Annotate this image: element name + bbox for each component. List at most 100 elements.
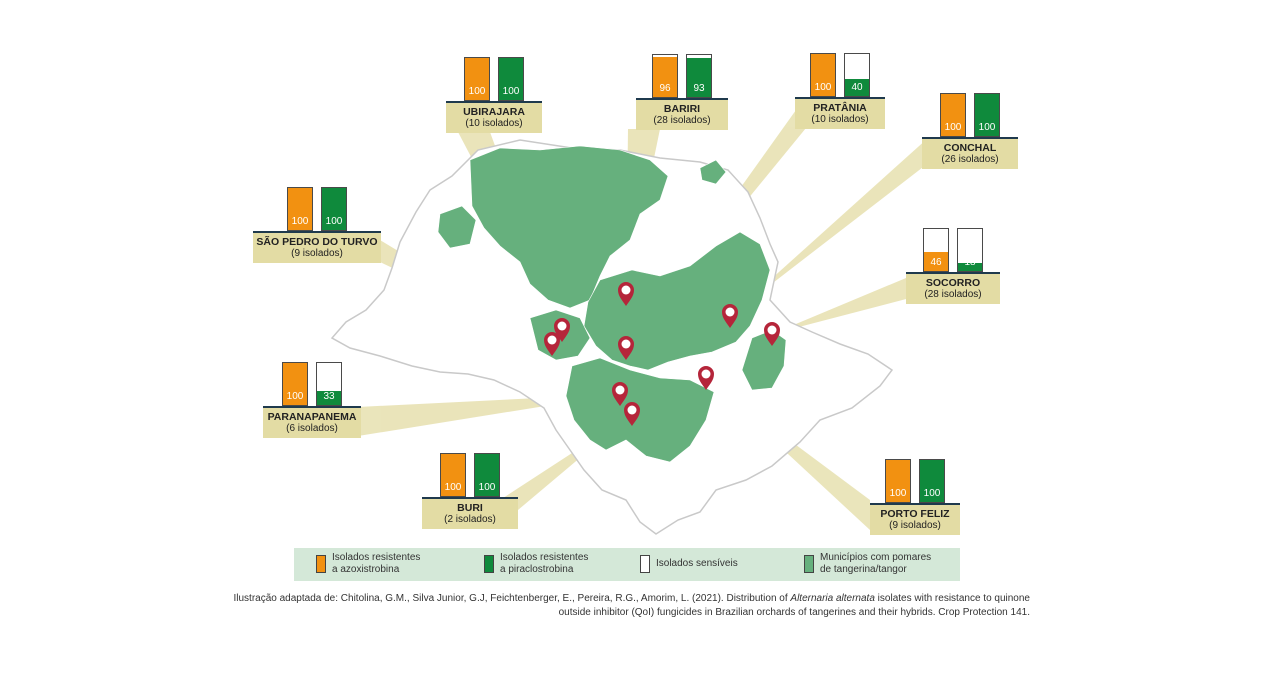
site-label-box: BARIRI (28 isolados) bbox=[636, 100, 728, 130]
bar-azoxistrobina: 100 bbox=[282, 362, 308, 406]
credit-line-1: Ilustração adaptada de: Chitolina, G.M.,… bbox=[233, 593, 791, 604]
site-label-box: BURI (2 isolados) bbox=[422, 499, 518, 529]
bar-fill-piraclostrobina bbox=[475, 454, 499, 496]
site-label-box: PORTO FELIZ (9 isolados) bbox=[870, 505, 960, 535]
bar-value-azoxistrobina: 100 bbox=[889, 488, 907, 499]
callout-porto-feliz: 100 100 PORTO FELIZ (9 isolados) bbox=[870, 458, 960, 538]
bar-piraclostrobina: 33 bbox=[316, 362, 342, 406]
bar-value-piraclostrobina: 18 bbox=[964, 257, 976, 268]
location-pin-icon bbox=[764, 322, 780, 346]
site-label-box: CONCHAL (26 isolados) bbox=[922, 139, 1018, 169]
bar-piraclostrobina: 100 bbox=[474, 453, 500, 497]
bar-value-azoxistrobina: 100 bbox=[286, 391, 304, 402]
bar-fill-azoxistrobina bbox=[653, 56, 677, 97]
bar-fill-piraclostrobina bbox=[958, 263, 982, 271]
location-pin-icon bbox=[624, 402, 640, 426]
bar-azoxistrobina: 100 bbox=[440, 453, 466, 497]
site-label-box: SÃO PEDRO DO TURVO (9 isolados) bbox=[253, 233, 381, 263]
location-pin-icon bbox=[544, 332, 560, 356]
location-pin-icon bbox=[612, 382, 628, 406]
callout-pratania: 100 40 PRATÂNIA (10 isolados) bbox=[795, 52, 885, 132]
bar-value-piraclostrobina: 100 bbox=[325, 216, 343, 227]
legend-label: Isolados resistentes bbox=[500, 552, 589, 563]
isolate-count: (10 isolados) bbox=[465, 118, 523, 129]
callout-paranapanema: 100 33 PARANAPANEMA (6 isolados) bbox=[263, 361, 361, 441]
site-name: CONCHAL bbox=[943, 142, 997, 154]
bars-baseline bbox=[922, 137, 1018, 139]
legend-swatch bbox=[640, 555, 650, 573]
orchard-region-northwest bbox=[437, 205, 477, 249]
bar-value-azoxistrobina: 100 bbox=[944, 122, 962, 133]
bar-fill-piraclostrobina bbox=[845, 79, 869, 96]
bar-piraclostrobina: 40 bbox=[844, 53, 870, 97]
legend-label-2: a azoxistrobina bbox=[332, 564, 400, 575]
isolate-count: (10 isolados) bbox=[811, 114, 869, 125]
legend-label-2: de tangerina/tangor bbox=[820, 564, 907, 575]
site-label-box: SOCORRO (28 isolados) bbox=[906, 274, 1000, 304]
credit-line-2: outside inhibitor (QoI) fungicides in Br… bbox=[558, 607, 1030, 618]
site-label-box: PARANAPANEMA (6 isolados) bbox=[263, 408, 361, 438]
site-name: PORTO FELIZ bbox=[880, 508, 950, 520]
isolate-count: (28 isolados) bbox=[653, 115, 711, 126]
isolate-count: (28 isolados) bbox=[924, 289, 982, 300]
bar-fill-azoxistrobina bbox=[886, 460, 910, 502]
bar-value-piraclostrobina: 100 bbox=[502, 86, 520, 97]
orchard-region-northeast bbox=[699, 159, 727, 185]
callout-bariri: 96 93 BARIRI (28 isolados) bbox=[636, 53, 728, 133]
bars-baseline bbox=[422, 497, 518, 499]
legend-swatch bbox=[316, 555, 326, 573]
callout-conchal: 100 100 CONCHAL (26 isolados) bbox=[922, 92, 1018, 172]
bar-fill-azoxistrobina bbox=[941, 94, 965, 136]
site-name: PRATÂNIA bbox=[813, 102, 867, 114]
bar-value-azoxistrobina: 96 bbox=[659, 83, 671, 94]
bar-fill-piraclostrobina bbox=[687, 57, 711, 97]
bar-fill-piraclostrobina bbox=[499, 58, 523, 100]
location-pin-icon bbox=[618, 282, 634, 306]
bar-piraclostrobina: 93 bbox=[686, 54, 712, 98]
bar-fill-piraclostrobina bbox=[920, 460, 944, 502]
bar-fill-azoxistrobina bbox=[283, 363, 307, 405]
site-name: BARIRI bbox=[663, 103, 701, 115]
legend-label: Isolados resistentes bbox=[332, 552, 421, 563]
site-name: PARANAPANEMA bbox=[267, 411, 357, 423]
bar-fill-piraclostrobina bbox=[975, 94, 999, 136]
bar-piraclostrobina: 100 bbox=[919, 459, 945, 503]
orchard-region-center bbox=[583, 231, 771, 371]
bar-value-piraclostrobina: 33 bbox=[323, 391, 335, 402]
location-pin-icon bbox=[698, 366, 714, 390]
legend-swatch bbox=[804, 555, 814, 573]
callout-ubirajara: 100 100 UBIRAJARA (10 isolados) bbox=[446, 56, 542, 136]
legend-item-azoxistrobina: Isolados resistentes a azoxistrobina bbox=[316, 552, 420, 576]
callout-sao-pedro-do-turvo: 100 100 SÃO PEDRO DO TURVO (9 isolados) bbox=[253, 186, 381, 266]
site-name: SÃO PEDRO DO TURVO bbox=[256, 236, 378, 248]
isolate-count: (2 isolados) bbox=[444, 514, 496, 525]
isolate-count: (9 isolados) bbox=[291, 248, 343, 259]
bar-azoxistrobina: 100 bbox=[810, 53, 836, 97]
callout-socorro: 46 18 SOCORRO (28 isolados) bbox=[906, 227, 1000, 307]
bar-fill-azoxistrobina bbox=[924, 251, 948, 271]
bar-piraclostrobina: 100 bbox=[321, 187, 347, 231]
location-pin-icon bbox=[722, 304, 738, 328]
site-label-box: PRATÂNIA (10 isolados) bbox=[795, 99, 885, 129]
bars-baseline bbox=[795, 97, 885, 99]
beam-socorro bbox=[772, 278, 910, 334]
legend-label: Municípios com pomares bbox=[820, 552, 932, 563]
legend-label-2: a piraclostrobina bbox=[500, 564, 574, 575]
bar-value-piraclostrobina: 40 bbox=[851, 82, 863, 93]
bar-fill-azoxistrobina bbox=[465, 58, 489, 100]
bar-fill-piraclostrobina bbox=[317, 391, 341, 405]
bar-value-piraclostrobina: 100 bbox=[478, 482, 496, 493]
legend-item-municipios: Municípios com pomares de tangerina/tango… bbox=[804, 552, 931, 576]
credit-text: Ilustração adaptada de: Chitolina, G.M.,… bbox=[150, 592, 1030, 620]
site-markers bbox=[544, 282, 780, 426]
orchard-region-north bbox=[469, 145, 669, 309]
bar-value-azoxistrobina: 100 bbox=[444, 482, 462, 493]
bar-azoxistrobina: 100 bbox=[885, 459, 911, 503]
bars-baseline bbox=[263, 406, 361, 408]
legend-label: Isolados sensíveis bbox=[656, 558, 738, 569]
bar-piraclostrobina: 100 bbox=[498, 57, 524, 101]
site-label-box: UBIRAJARA (10 isolados) bbox=[446, 103, 542, 133]
bar-azoxistrobina: 96 bbox=[652, 54, 678, 98]
credit-species: Alternaria alternata bbox=[790, 593, 875, 604]
